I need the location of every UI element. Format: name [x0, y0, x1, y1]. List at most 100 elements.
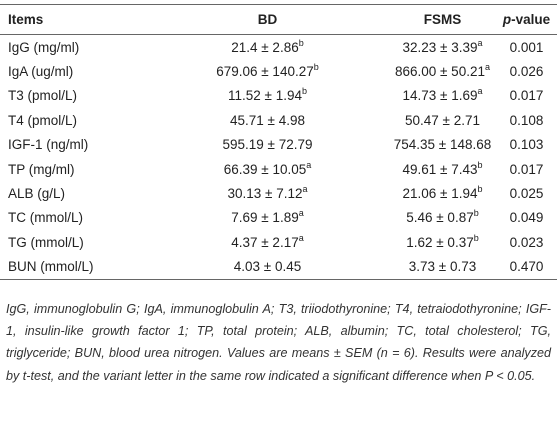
footnote: IgG, immunoglobulin G; IgA, immunoglobul… [6, 302, 551, 383]
cell-text: 50.47 ± 2.71 [405, 112, 480, 128]
superscript: b [473, 232, 479, 243]
table-cell: 754.35 ± 148.68 [385, 137, 500, 152]
cell-text: 0.470 [509, 259, 544, 275]
cell-value: 32.23 ± 3.39 [402, 39, 478, 55]
header-row: Items BD FSMS p-value [0, 5, 557, 35]
header-italic: p [502, 12, 512, 27]
cell-text: TP (mg/ml) [8, 161, 75, 177]
cell-text: TC (mmol/L) [8, 210, 83, 226]
cell-value: 66.39 ± 10.05 [223, 161, 307, 177]
superscript: a [477, 37, 483, 48]
cell-text: IgA (ug/ml) [8, 64, 74, 80]
cell-text: IGF-1 (ng/ml) [8, 137, 89, 153]
cell-text: 0.025 [509, 186, 544, 202]
table-cell: T3 (pmol/L) [0, 88, 173, 103]
table-row: TC (mmol/L) 7.69 ± 1.89a 5.46 ± 0.87b 0.049 [0, 206, 557, 230]
cell-text: 0.001 [509, 39, 544, 55]
table-cell: 21.4 ± 2.86b [210, 37, 325, 55]
cell-text: 0.103 [509, 137, 544, 153]
cell-text: T4 (pmol/L) [8, 112, 78, 128]
superscript: a [484, 62, 490, 73]
superscript: b [298, 37, 304, 48]
cell-text: 3.73 ± 0.73 [408, 259, 477, 275]
cell-value: 4.37 ± 2.17 [231, 234, 299, 250]
cell-value: 1.62 ± 0.37 [406, 234, 474, 250]
table-row: T4 (pmol/L) 45.71 ± 4.98 50.47 ± 2.71 0.108 [0, 108, 557, 132]
table-row: ALB (g/L) 30.13 ± 7.12a 21.06 ± 1.94b 0.025 [0, 181, 557, 205]
table-cell: 3.73 ± 0.73 [385, 259, 500, 274]
table-cell: TG (mmol/L) [0, 235, 173, 250]
cell-text: 754.35 ± 148.68 [393, 137, 492, 153]
superscript: b [477, 159, 483, 170]
table-row: IGF-1 (ng/ml) 595.19 ± 72.79 754.35 ± 148.… [0, 133, 557, 157]
table-cell: 32.23 ± 3.39a [385, 37, 500, 55]
table-cell: 11.52 ± 1.94b [210, 87, 325, 104]
table-cell: ALB (g/L) [0, 186, 173, 201]
superscript: b [477, 184, 483, 195]
cell-text: FSMS [423, 12, 462, 27]
table-row: TP (mg/ml) 66.39 ± 10.05a 49.61 ± 7.43b 0.0… [0, 157, 557, 181]
table-cell: 679.06 ± 140.27b [210, 62, 325, 80]
table-cell: 0.001 [500, 40, 557, 55]
cell-text: 4.03 ± 0.45 [233, 259, 302, 275]
table-row: TG (mmol/L) 4.37 ± 2.17a 1.62 ± 0.37b 0.023 [0, 230, 557, 254]
cell-value: 11.52 ± 1.94 [228, 88, 302, 104]
cell-value: 49.61 ± 7.43 [402, 161, 478, 177]
cell-value: 14.73 ± 1.69 [402, 88, 478, 104]
table-cell: 5.46 ± 0.87b [385, 208, 500, 226]
header-cell: BD [210, 12, 325, 27]
table-cell: 49.61 ± 7.43b [385, 159, 500, 177]
cell-text: 0.026 [509, 64, 544, 80]
cell-value: 21.4 ± 2.86 [231, 39, 299, 55]
superscript: b [473, 208, 479, 219]
cell-value: 5.46 ± 0.87 [406, 210, 474, 226]
table-cell: 1.62 ± 0.37b [385, 232, 500, 250]
table-cell: 45.71 ± 4.98 [210, 113, 325, 128]
cell-text: 45.71 ± 4.98 [230, 112, 305, 128]
superscript: a [477, 86, 483, 97]
table-cell: 4.37 ± 2.17a [210, 233, 325, 250]
cell-value: 866.00 ± 50.21 [394, 64, 485, 80]
table-row: T3 (pmol/L) 11.52 ± 1.94b 14.73 ± 1.69a 0.0… [0, 84, 557, 108]
table-cell: 0.108 [500, 113, 557, 128]
table-cell: 0.470 [500, 259, 557, 274]
table-cell: 21.06 ± 1.94b [385, 184, 500, 202]
cell-text: T3 (pmol/L) [8, 88, 78, 104]
header-cell: Items [0, 12, 173, 27]
cell-value: 679.06 ± 140.27 [216, 64, 314, 80]
table-cell: 866.00 ± 50.21a [385, 62, 500, 80]
table-cell: 0.026 [500, 64, 557, 79]
header-cell: p-value [500, 12, 557, 27]
cell-text: IgG (mg/ml) [8, 39, 80, 55]
table-row: IgG (mg/ml) 21.4 ± 2.86b 32.23 ± 3.39a 0.00… [0, 35, 557, 59]
superscript: a [298, 208, 304, 219]
table-cell: 0.023 [500, 235, 557, 250]
table-cell: 0.017 [500, 88, 557, 103]
table-cell: 595.19 ± 72.79 [210, 137, 325, 152]
cell-text: 0.017 [509, 161, 544, 177]
table-cell: 0.025 [500, 186, 557, 201]
header-cell: FSMS [385, 12, 500, 27]
superscript: b [313, 62, 319, 73]
cell-value: 30.13 ± 7.12 [227, 186, 303, 202]
cell-text: Items [8, 12, 44, 27]
superscript: a [302, 184, 308, 195]
table-cell: TP (mg/ml) [0, 162, 173, 177]
table-cell: BUN (mmol/L) [0, 259, 173, 274]
table-cell: 7.69 ± 1.89a [210, 208, 325, 226]
cell-text: BD [257, 12, 278, 27]
cell-text: 0.049 [509, 210, 544, 226]
table-cell: TC (mmol/L) [0, 210, 173, 225]
table-row: BUN (mmol/L) 4.03 ± 0.45 3.73 ± 0.73 0.470 [0, 255, 557, 279]
cell-value: 21.06 ± 1.94 [402, 186, 478, 202]
cell-value: 7.69 ± 1.89 [231, 210, 299, 226]
cell-text: BUN (mmol/L) [8, 259, 94, 275]
superscript: a [306, 159, 312, 170]
table-cell: 0.049 [500, 210, 557, 225]
cell-text: 595.19 ± 72.79 [222, 137, 313, 153]
table: Items BD FSMS p-value IgG (mg/ml) 21.4 ± 2.86… [0, 4, 557, 280]
cell-text: 0.017 [509, 88, 544, 104]
table-cell: 4.03 ± 0.45 [210, 259, 325, 274]
table-cell: 30.13 ± 7.12a [210, 184, 325, 202]
